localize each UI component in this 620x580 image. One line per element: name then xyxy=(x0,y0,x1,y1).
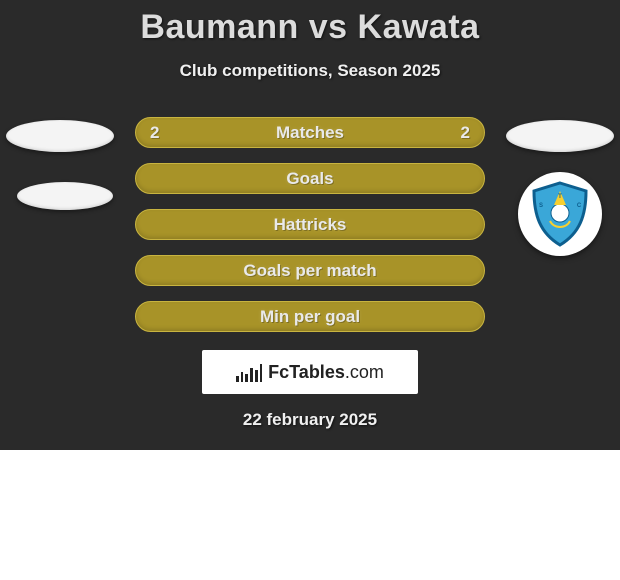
brand-name-bold: FcTables xyxy=(268,362,345,382)
stat-row-gpm: Goals per match xyxy=(135,255,485,286)
stat-label: Hattricks xyxy=(274,215,347,235)
stat-rows: 2 Matches 2 Goals Hattricks Goals per ma… xyxy=(0,117,620,332)
date-text: 22 february 2025 xyxy=(0,410,620,430)
brand-logo[interactable]: FcTables.com xyxy=(202,350,418,394)
stat-label: Matches xyxy=(276,123,344,143)
brand-name-light: .com xyxy=(345,362,384,382)
stat-row-matches: 2 Matches 2 xyxy=(135,117,485,148)
page-title: Baumann vs Kawata xyxy=(0,8,620,47)
bars-icon xyxy=(236,362,262,382)
stat-row-goals: Goals xyxy=(135,163,485,194)
stat-left-value: 2 xyxy=(150,123,159,143)
stat-right-value: 2 xyxy=(461,123,470,143)
stat-label: Goals xyxy=(286,169,333,189)
stat-label: Min per goal xyxy=(260,307,360,327)
comparison-card: Baumann vs Kawata Club competitions, Sea… xyxy=(0,0,620,450)
stat-row-hattricks: Hattricks xyxy=(135,209,485,240)
subtitle-text: Club competitions, Season 2025 xyxy=(0,61,620,81)
stat-row-mpg: Min per goal xyxy=(135,301,485,332)
brand-text: FcTables.com xyxy=(268,362,384,383)
stat-label: Goals per match xyxy=(243,261,376,281)
